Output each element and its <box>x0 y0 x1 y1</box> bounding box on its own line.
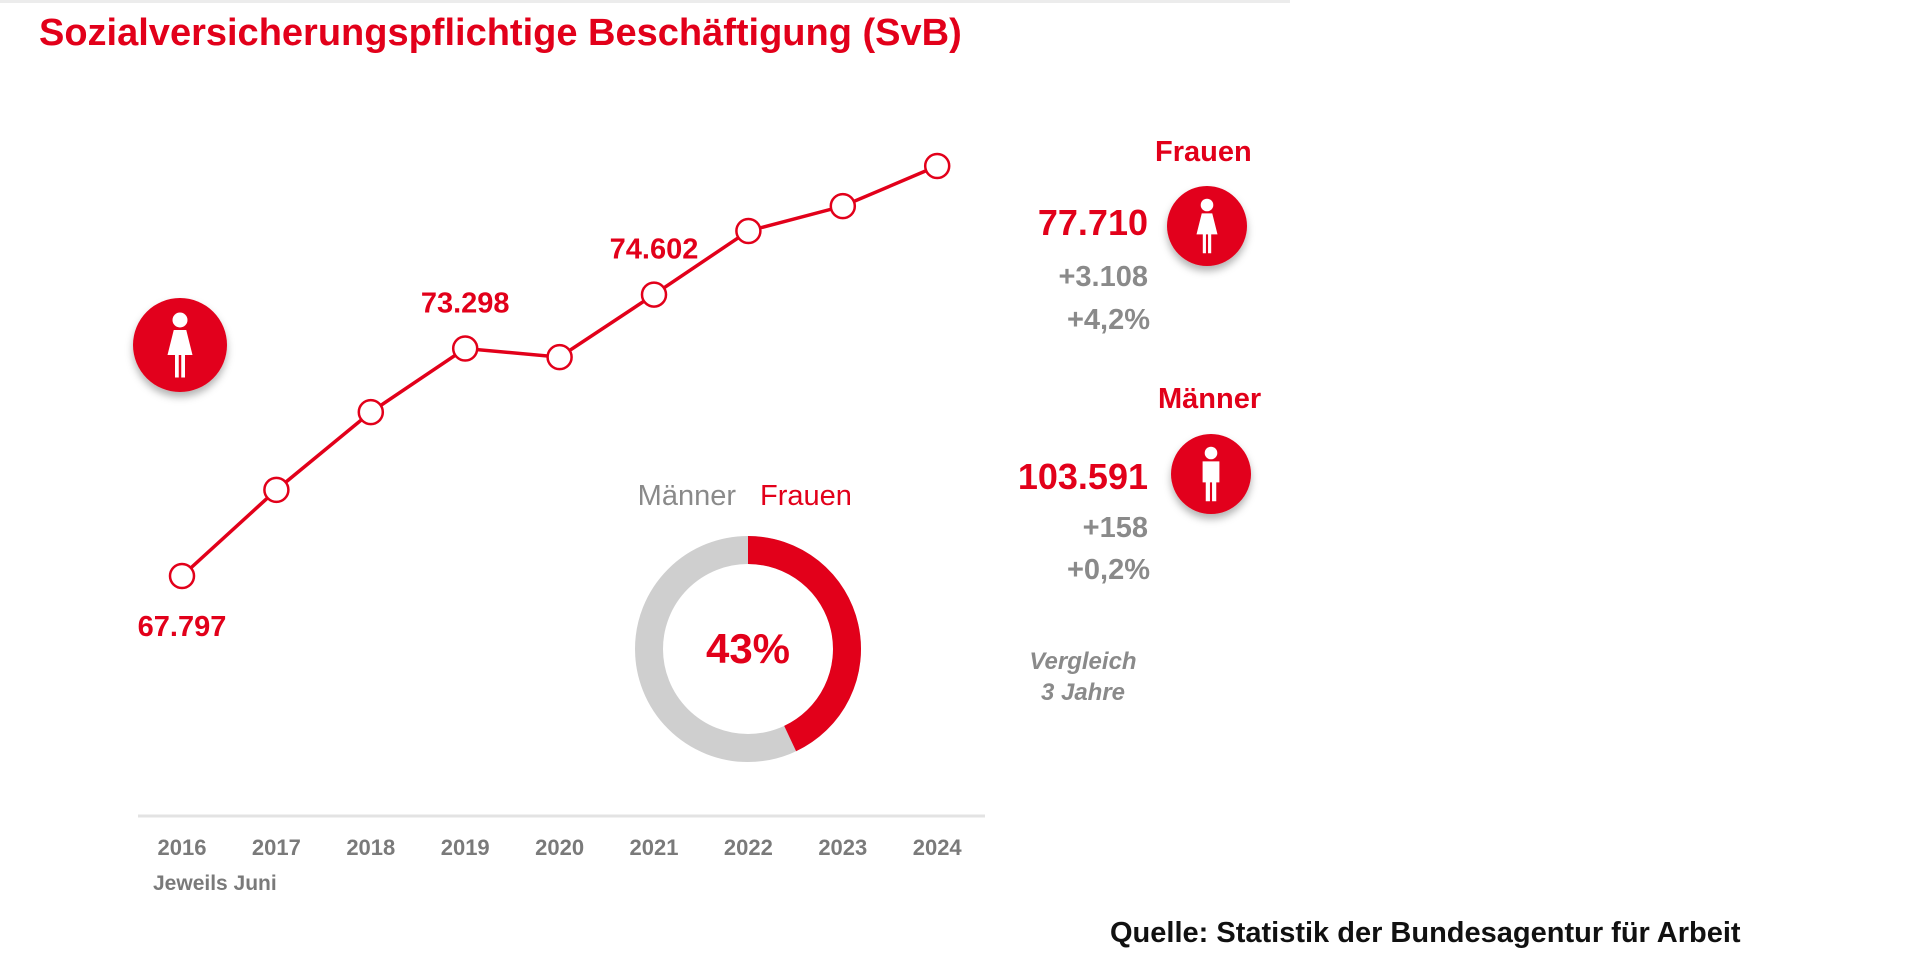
maenner-heading: Männer <box>1158 383 1262 415</box>
data-point-2022 <box>735 217 762 245</box>
top-divider <box>0 0 1290 3</box>
source-note: Quelle: Statistik der Bundesagentur für … <box>1110 917 1741 949</box>
woman-icon <box>1167 186 1247 266</box>
x-tick-label: 2017 <box>252 835 301 860</box>
maenner-diff: +158 <box>1082 512 1148 544</box>
woman-icon <box>133 298 227 392</box>
x-tick-label: 2019 <box>441 835 490 860</box>
maenner-value: 103.591 <box>1017 456 1148 497</box>
gender-donut <box>635 536 861 762</box>
x-tick-label: 2022 <box>724 835 773 860</box>
data-point-2017 <box>263 476 290 504</box>
donut-slice-frauen <box>747 536 861 752</box>
donut-legend-frauen: Frauen <box>760 480 852 512</box>
x-axis-label: Jeweils Juni <box>153 872 277 895</box>
data-point-2019 <box>451 335 479 362</box>
x-tick-label: 2021 <box>630 835 679 860</box>
maenner-pct: +0,2% <box>1066 554 1150 586</box>
x-tick-label: 2024 <box>913 835 963 860</box>
vergleich-line1: Vergleich <box>1029 648 1137 675</box>
frauen-pct: +4,2% <box>1066 304 1150 336</box>
data-point-2018 <box>357 398 385 426</box>
donut-center-label: 43% <box>706 625 790 672</box>
x-tick-label: 2018 <box>346 835 395 860</box>
frauen-heading: Frauen <box>1155 136 1252 168</box>
data-point-2016 <box>168 562 196 590</box>
man-icon <box>1171 434 1251 514</box>
data-point-2023 <box>829 192 857 220</box>
x-tick-label: 2016 <box>158 835 207 860</box>
vergleich-line2: 3 Jahre <box>1040 679 1126 706</box>
data-point-2024 <box>923 152 951 180</box>
x-tick-label: 2023 <box>818 835 867 860</box>
frauen-diff: +3.108 <box>1058 261 1148 293</box>
data-point-2021 <box>640 281 668 308</box>
data-label-2016: 67.797 <box>138 611 227 643</box>
data-point-2020 <box>546 343 573 371</box>
data-label-2021: 74.602 <box>610 234 699 266</box>
page-title: Sozialversicherungspflichtige Beschäftig… <box>39 12 962 54</box>
data-label-2019: 73.298 <box>421 287 510 319</box>
x-tick-label: 2020 <box>535 835 584 860</box>
vergleich-note: Vergleich 3 Jahre <box>1023 646 1143 708</box>
frauen-series-line <box>180 164 938 578</box>
frauen-value: 77.710 <box>1037 202 1148 243</box>
donut-legend-maenner: Männer <box>638 480 737 512</box>
